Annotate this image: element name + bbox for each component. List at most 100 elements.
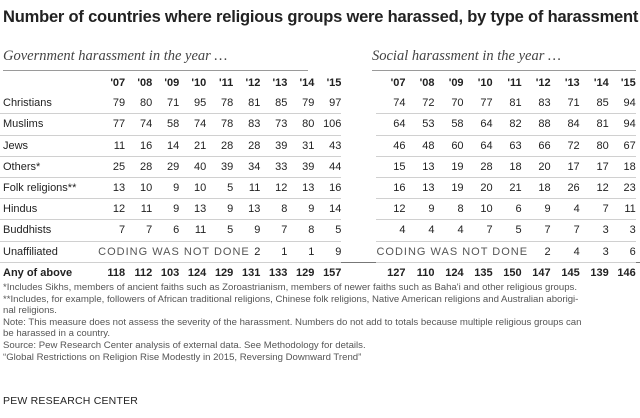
- soc-value-cell: 21: [492, 177, 522, 200]
- column-gap: [341, 114, 376, 135]
- footnote-line: Note: This measure does not assess the s…: [3, 316, 582, 328]
- gov-year-header: '11: [219, 77, 234, 90]
- gov-value-cell: 73: [260, 113, 288, 136]
- soc-value-cell: 72: [550, 135, 580, 157]
- soc-value-cell: 71: [550, 93, 580, 115]
- gov-value-cell: 14: [314, 198, 342, 221]
- edge-gap: [636, 135, 640, 156]
- soc-value-cell: 17: [579, 156, 609, 178]
- edge-gap: [636, 220, 640, 241]
- soc-total-cell: 146: [608, 261, 636, 283]
- row-label: Muslims: [0, 113, 99, 136]
- gov-year-header: '14: [299, 77, 315, 90]
- gov-value-cell: 7: [125, 219, 153, 242]
- soc-total-cell: 139: [579, 261, 609, 283]
- soc-value-cell: 80: [579, 135, 609, 157]
- gov-value-cell: 74: [179, 113, 207, 136]
- gov-total-cell: 157: [314, 261, 342, 283]
- soc-value-cell: 17: [550, 156, 580, 178]
- soc-value-cell: 28: [463, 156, 493, 178]
- soc-total-cell: 150: [492, 261, 522, 283]
- gov-value-cell: 106: [314, 113, 342, 136]
- gov-year-header: '13: [272, 77, 288, 90]
- gov-value-cell: 6: [152, 219, 180, 242]
- social-divider: [372, 70, 636, 71]
- row-label: Hindus: [0, 198, 99, 221]
- soc-value-cell: 60: [434, 135, 464, 157]
- soc-value-cell: 5: [492, 219, 522, 242]
- edge-gap: [636, 241, 640, 262]
- soc-value-cell: 4: [550, 198, 580, 221]
- soc-value-cell: 7: [550, 219, 580, 242]
- gov-value-cell: 79: [98, 93, 126, 115]
- soc-value-cell: 16: [376, 177, 406, 200]
- soc-year-header: '09: [448, 77, 464, 90]
- gov-value-cell: 58: [152, 113, 180, 136]
- gov-value-cell: 44: [314, 156, 342, 178]
- gov-total-cell: 112: [125, 261, 153, 283]
- soc-value-cell: 70: [434, 93, 464, 115]
- soc-year-header: '11: [507, 77, 522, 90]
- gov-value-cell: 11: [179, 219, 207, 242]
- gov-value-cell: 9: [287, 198, 315, 221]
- soc-value-cell: 83: [521, 93, 551, 115]
- gov-coding-note: CODING WAS NOT DONE: [98, 241, 249, 263]
- gov-value-cell: 28: [125, 156, 153, 178]
- column-gap: [341, 135, 376, 156]
- gov-year-header: '08: [137, 77, 153, 90]
- soc-value-cell: 64: [376, 113, 406, 136]
- column-gap: [341, 177, 376, 198]
- soc-value-cell: 67: [608, 135, 636, 157]
- soc-value-cell: 11: [608, 198, 636, 221]
- gov-value-cell: 8: [260, 198, 288, 221]
- soc-value-cell: 15: [376, 156, 406, 178]
- gov-value-cell: 28: [206, 135, 234, 157]
- gov-year-header: '10: [191, 77, 207, 90]
- gov-value-cell: 1: [287, 241, 315, 263]
- soc-value-cell: 88: [521, 113, 551, 136]
- gov-total-cell: 131: [233, 261, 261, 283]
- soc-value-cell: 7: [579, 198, 609, 221]
- gov-value-cell: 1: [260, 241, 288, 263]
- gov-value-cell: 9: [152, 198, 180, 221]
- gov-total-cell: 133: [260, 261, 288, 283]
- edge-gap: [636, 93, 640, 114]
- gov-value-cell: 14: [152, 135, 180, 157]
- gov-value-cell: 80: [125, 93, 153, 115]
- gov-value-cell: 78: [206, 93, 234, 115]
- column-gap: [341, 261, 377, 283]
- gov-year-header: '15: [326, 77, 342, 90]
- gov-value-cell: 8: [287, 219, 315, 242]
- soc-year-header: '13: [564, 77, 580, 90]
- soc-value-cell: 4: [550, 241, 580, 263]
- edge-gap: [636, 177, 640, 198]
- soc-value-cell: 64: [463, 113, 493, 136]
- soc-value-cell: 94: [608, 113, 636, 136]
- soc-value-cell: 26: [550, 177, 580, 200]
- gov-value-cell: 10: [179, 177, 207, 200]
- social-subhead: Social harassment in the year …: [372, 48, 561, 64]
- footnote-line: **Includes, for example, followers of Af…: [3, 293, 579, 305]
- gov-value-cell: 97: [314, 93, 342, 115]
- soc-value-cell: 64: [463, 135, 493, 157]
- row-label: Folk religions**: [0, 177, 99, 200]
- footnotes: *Includes Sikhs, members of ancient fait…: [3, 282, 637, 363]
- gov-value-cell: 31: [287, 135, 315, 157]
- gov-value-cell: 33: [260, 156, 288, 178]
- gov-value-cell: 7: [260, 219, 288, 242]
- soc-total-cell: 124: [434, 261, 464, 283]
- gov-value-cell: 16: [125, 135, 153, 157]
- edge-gap: [636, 73, 640, 93]
- edge-gap: [636, 114, 640, 135]
- soc-value-cell: 81: [492, 93, 522, 115]
- soc-value-cell: 72: [405, 93, 435, 115]
- soc-value-cell: 63: [492, 135, 522, 157]
- edge-gap: [636, 199, 640, 220]
- soc-value-cell: 18: [521, 177, 551, 200]
- column-gap: [341, 220, 376, 241]
- edge-gap: [636, 156, 640, 177]
- soc-total-cell: 127: [376, 261, 406, 283]
- gov-value-cell: 79: [287, 93, 315, 115]
- gov-value-cell: 9: [314, 241, 342, 263]
- gov-total-cell: 124: [179, 261, 207, 283]
